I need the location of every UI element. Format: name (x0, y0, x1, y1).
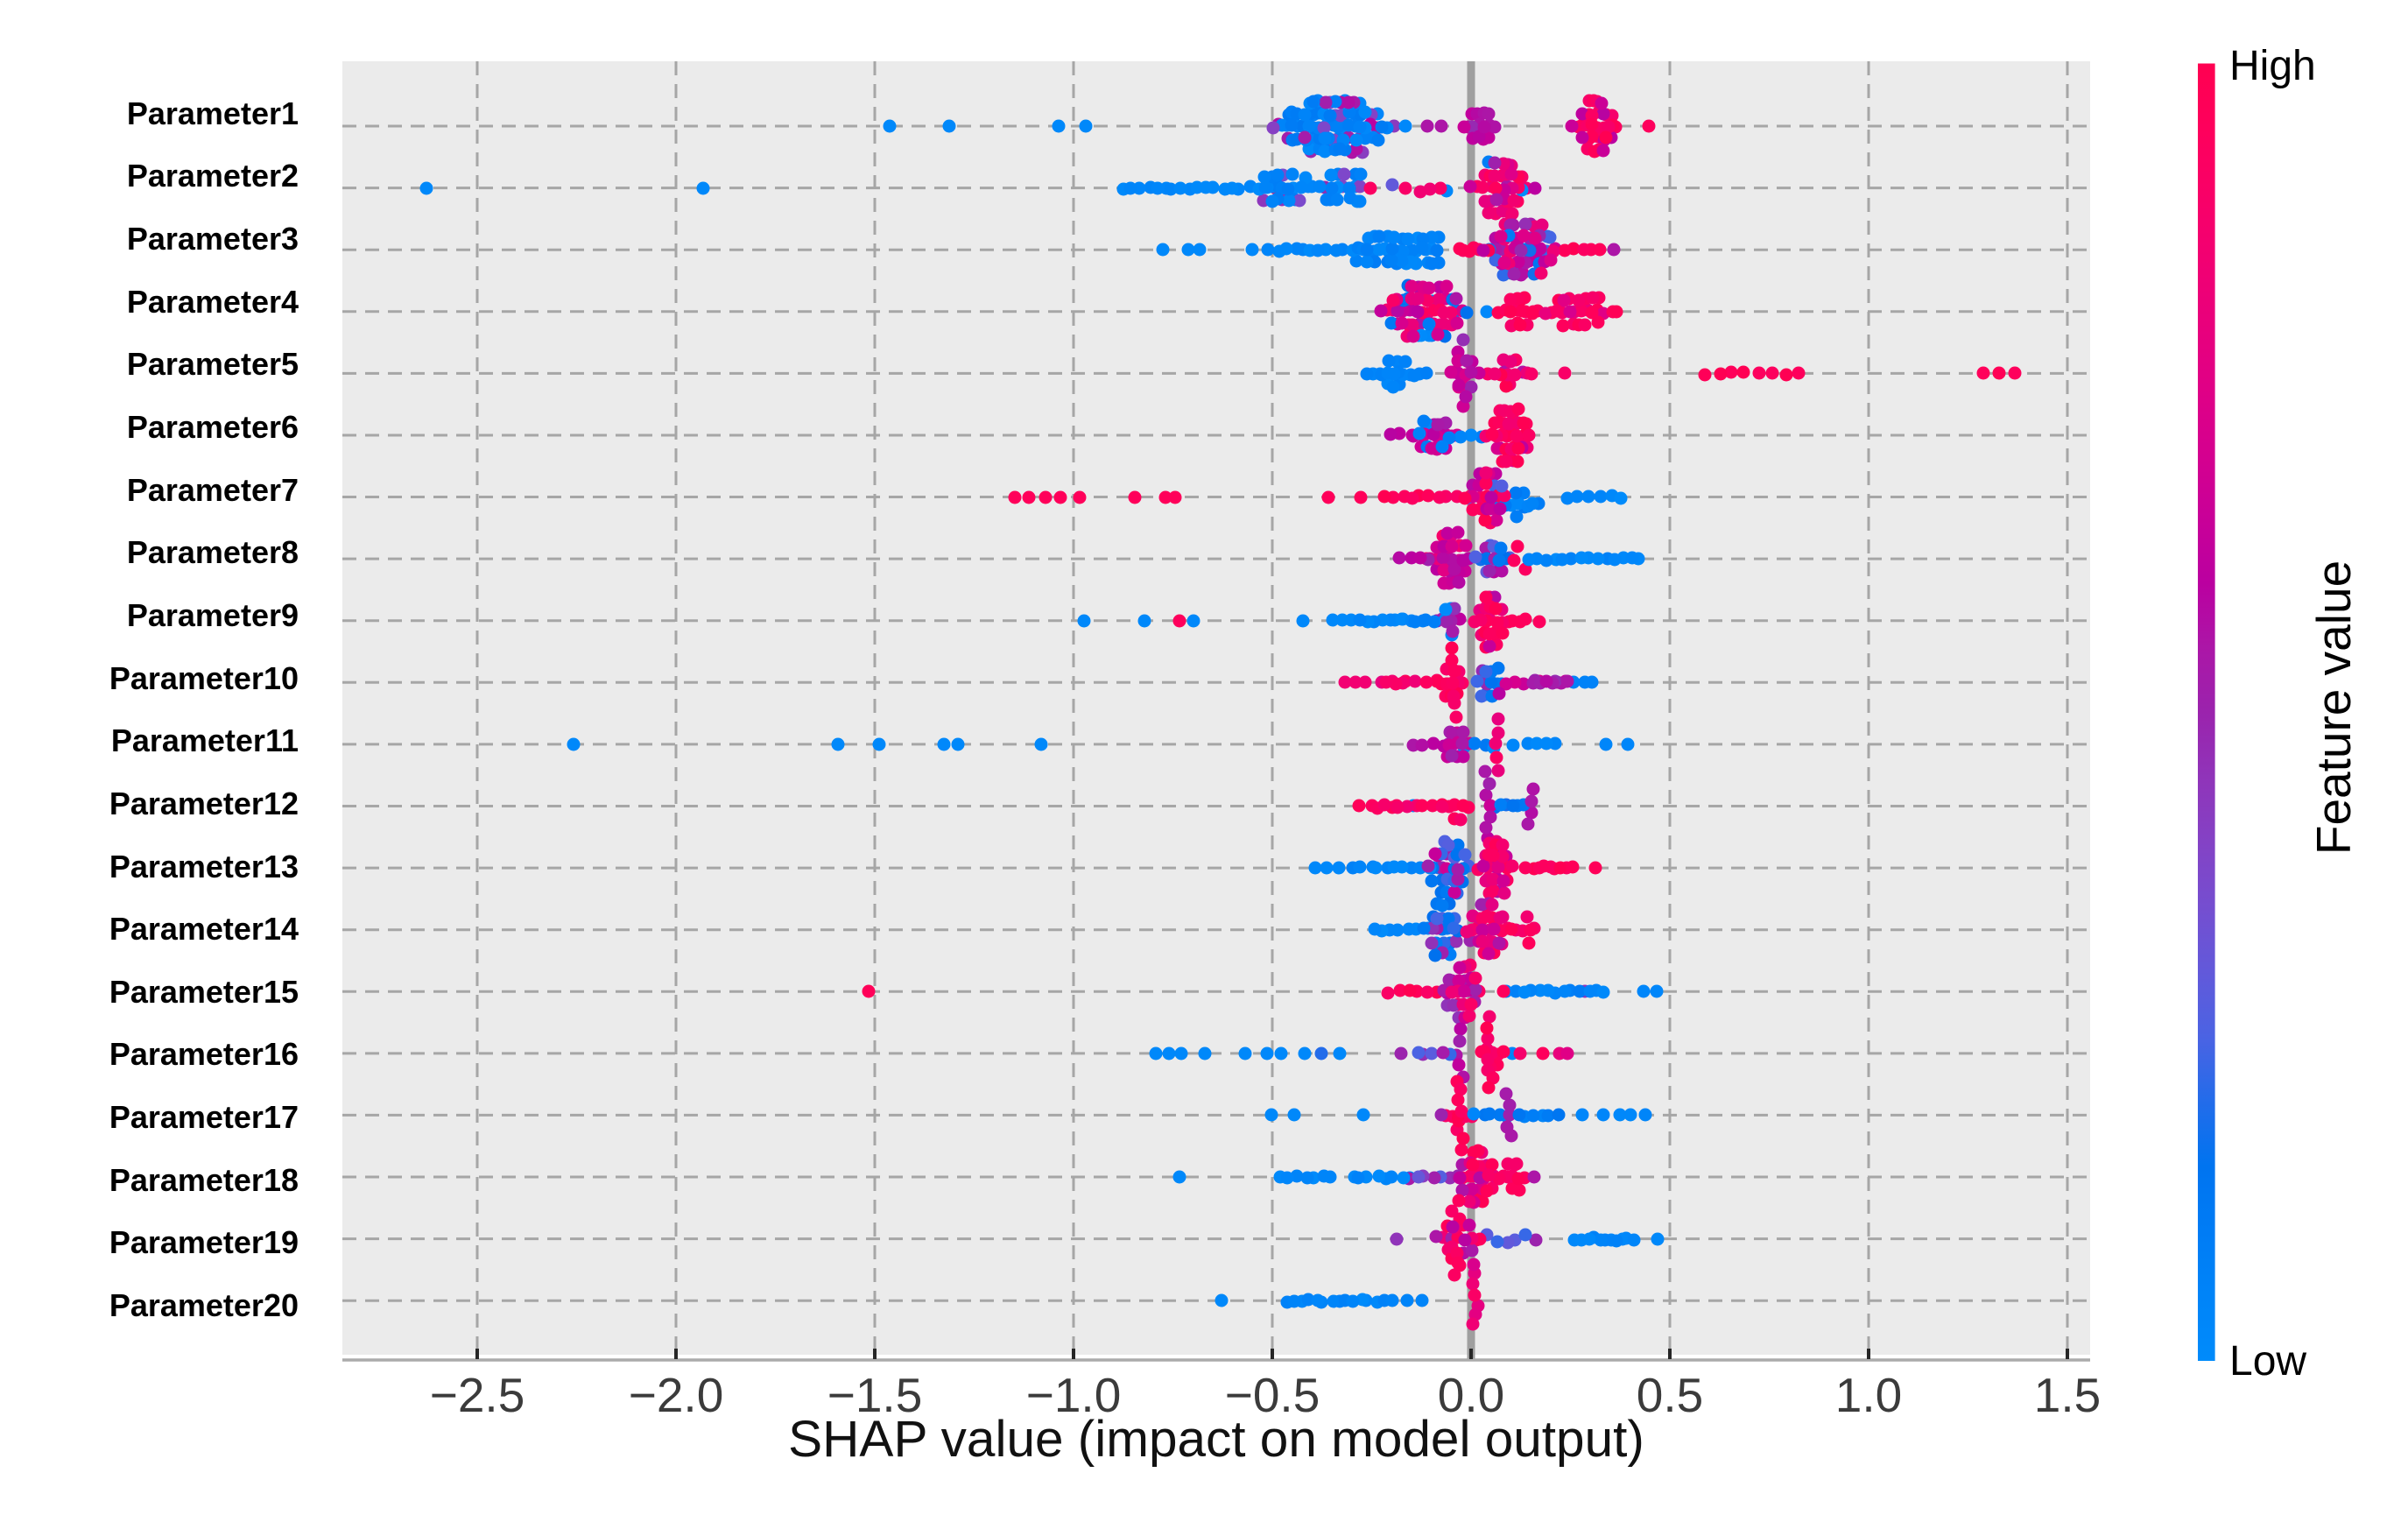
svg-text:Parameter6: Parameter6 (127, 409, 299, 445)
svg-text:Parameter14: Parameter14 (109, 911, 299, 947)
svg-text:Parameter18: Parameter18 (109, 1162, 299, 1198)
svg-text:Parameter8: Parameter8 (127, 534, 299, 570)
svg-text:Feature value: Feature value (2306, 560, 2361, 855)
svg-text:Parameter5: Parameter5 (127, 346, 299, 382)
svg-text:−1.0: −1.0 (1026, 1368, 1122, 1422)
svg-text:Parameter11: Parameter11 (111, 722, 299, 758)
svg-text:−1.5: −1.5 (827, 1368, 923, 1422)
svg-text:−2.0: −2.0 (629, 1368, 724, 1422)
svg-text:High: High (2229, 43, 2316, 89)
svg-text:0.5: 0.5 (1637, 1368, 1703, 1422)
svg-text:1.0: 1.0 (1835, 1368, 1902, 1422)
svg-text:Parameter9: Parameter9 (127, 597, 299, 633)
svg-text:Parameter10: Parameter10 (109, 660, 299, 696)
svg-text:Parameter16: Parameter16 (109, 1036, 299, 1072)
svg-text:Parameter12: Parameter12 (109, 786, 299, 821)
svg-text:Parameter3: Parameter3 (127, 221, 299, 257)
svg-text:Parameter17: Parameter17 (109, 1099, 299, 1135)
svg-text:Parameter19: Parameter19 (109, 1224, 299, 1260)
svg-text:0.0: 0.0 (1438, 1368, 1504, 1422)
svg-text:Parameter15: Parameter15 (109, 974, 299, 1010)
svg-text:Parameter7: Parameter7 (127, 472, 299, 508)
svg-text:Low: Low (2229, 1338, 2306, 1385)
svg-text:Parameter20: Parameter20 (109, 1287, 299, 1323)
svg-text:1.5: 1.5 (2034, 1368, 2101, 1422)
svg-text:−0.5: −0.5 (1225, 1368, 1320, 1422)
svg-text:−2.5: −2.5 (430, 1368, 525, 1422)
svg-text:Parameter4: Parameter4 (127, 284, 299, 320)
svg-text:Parameter2: Parameter2 (127, 158, 299, 194)
svg-text:Parameter13: Parameter13 (109, 849, 299, 884)
svg-text:SHAP value (impact on model ou: SHAP value (impact on model output) (788, 1411, 1644, 1468)
svg-text:Parameter1: Parameter1 (127, 95, 299, 131)
